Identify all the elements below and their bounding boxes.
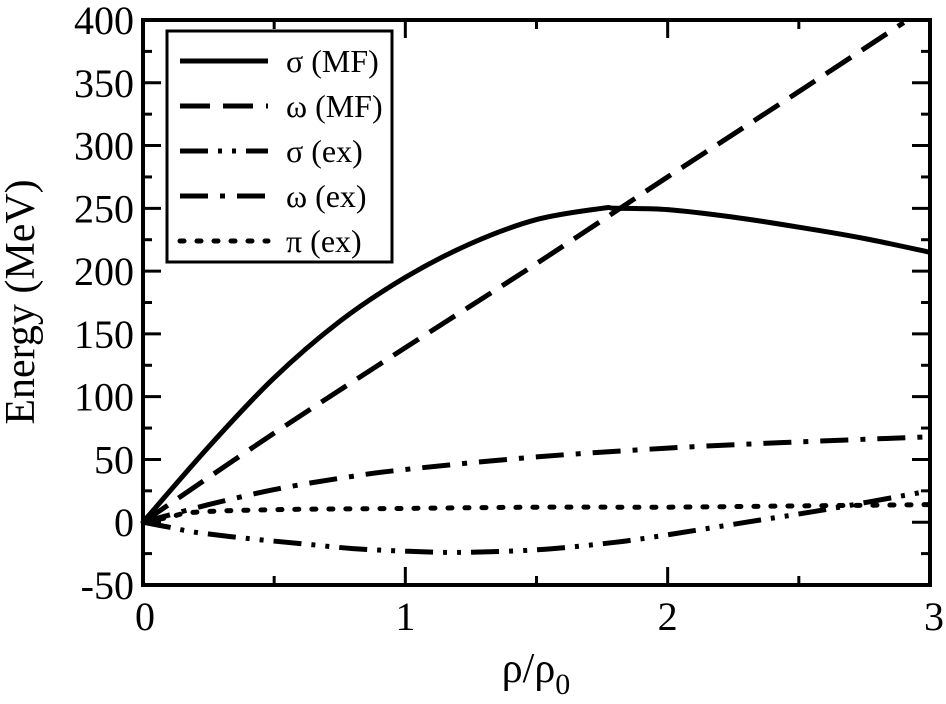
y-tick-label: 400 — [74, 0, 134, 43]
x-axis-title-main: ρ/ρ — [502, 646, 556, 692]
y-tick-label: 250 — [74, 186, 134, 231]
x-tick-label: 3 — [924, 594, 944, 639]
y-tick-label: 200 — [74, 249, 134, 294]
series-line-3 — [142, 488, 931, 555]
x-tick-label: 0 — [135, 594, 155, 639]
x-axis-title-sub: 0 — [555, 668, 570, 701]
series-line-1 — [141, 204, 931, 524]
x-tick-label: 2 — [658, 594, 678, 639]
plot-lines — [140, 20, 933, 555]
y-tick-label: 300 — [74, 124, 134, 169]
legend-label-2: ω (MF) — [286, 88, 383, 124]
axis-ticks — [141, 18, 932, 587]
x-tick-label: 1 — [395, 594, 415, 639]
series-line-2 — [141, 20, 906, 525]
x-axis-title: ρ/ρ0 — [502, 646, 571, 701]
y-tick-label: 0 — [114, 500, 134, 545]
legend-box — [165, 29, 394, 264]
y-tick-label: -50 — [81, 563, 134, 608]
y-tick-label: 150 — [74, 312, 134, 357]
legend: σ (MF) ω (MF) σ (ex) ω (ex) π (ex) — [165, 29, 394, 264]
y-tick-label: 350 — [74, 61, 134, 106]
y-tick-label: 50 — [94, 437, 134, 482]
legend-label-3: σ (ex) — [286, 133, 363, 169]
y-axis-title: Energy (MeV) — [0, 179, 44, 424]
legend-label-1: σ (MF) — [286, 43, 379, 79]
legend-label-5: π (ex) — [286, 223, 362, 259]
series-line-4 — [142, 434, 931, 525]
y-tick-label: 100 — [74, 375, 134, 420]
legend-label-4: ω (ex) — [286, 178, 367, 214]
